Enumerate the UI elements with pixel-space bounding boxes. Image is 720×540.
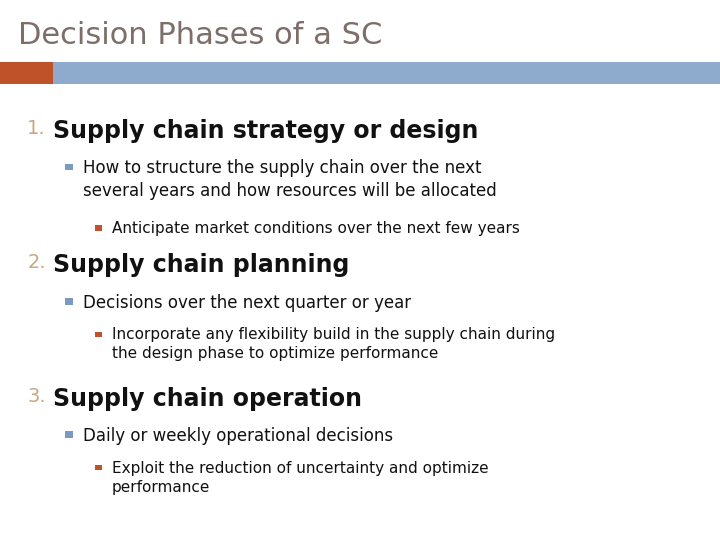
Text: 3.: 3.	[27, 387, 46, 406]
Text: Supply chain planning: Supply chain planning	[53, 253, 349, 277]
Text: How to structure the supply chain over the next
several years and how resources : How to structure the supply chain over t…	[83, 159, 497, 200]
Text: Supply chain strategy or design: Supply chain strategy or design	[53, 119, 478, 143]
Text: 1.: 1.	[27, 119, 46, 138]
Text: Decision Phases of a SC: Decision Phases of a SC	[18, 21, 382, 50]
Text: 2.: 2.	[27, 253, 46, 272]
Text: Anticipate market conditions over the next few years: Anticipate market conditions over the ne…	[112, 221, 519, 236]
Text: Exploit the reduction of uncertainty and optimize
performance: Exploit the reduction of uncertainty and…	[112, 461, 488, 495]
Text: Incorporate any flexibility build in the supply chain during
the design phase to: Incorporate any flexibility build in the…	[112, 327, 554, 361]
Text: Decisions over the next quarter or year: Decisions over the next quarter or year	[83, 294, 411, 312]
Text: Supply chain operation: Supply chain operation	[53, 387, 361, 410]
Text: Daily or weekly operational decisions: Daily or weekly operational decisions	[83, 427, 393, 445]
